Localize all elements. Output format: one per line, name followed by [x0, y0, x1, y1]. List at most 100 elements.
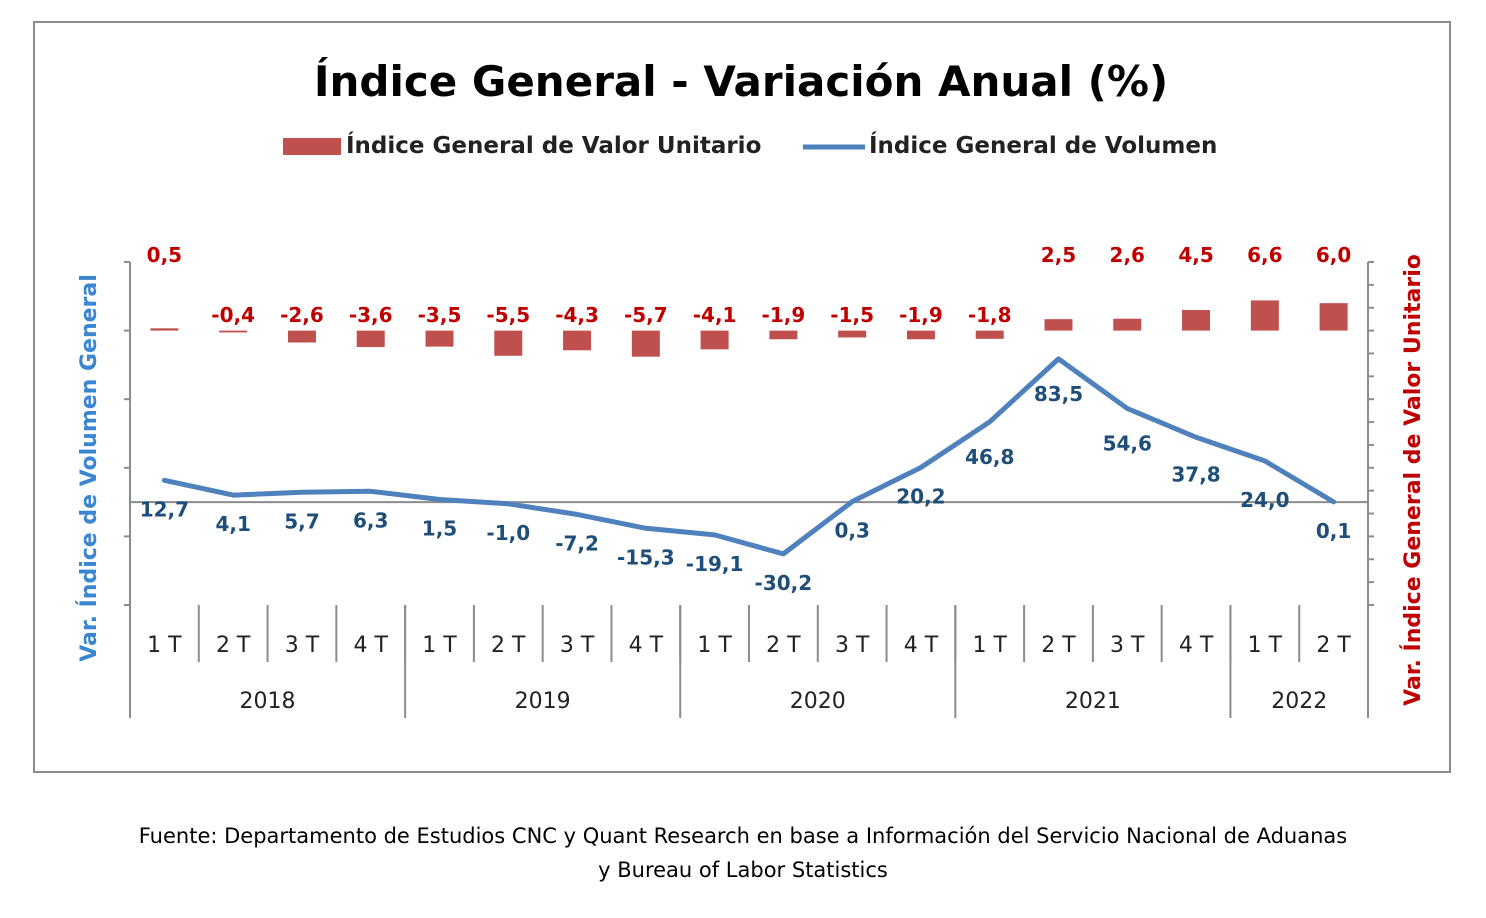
- line-point: [1332, 500, 1336, 504]
- bar-labels: 0,5-0,4 -2,6 -3,6 -3,5 -5,5 -4,3 -5,7 -4,1 -1,9-…: [147, 243, 1352, 327]
- legend: Índice General de Valor Unitario Índice …: [283, 131, 1217, 159]
- bar-data-label: -0,4: [211, 303, 255, 327]
- bar-data-label: 0,5: [147, 243, 182, 267]
- bar-data-label: 2,6: [1110, 243, 1145, 267]
- bar-data-label: 4,5: [1178, 243, 1213, 267]
- bar-valor-unitario: [1250, 300, 1279, 331]
- line-data-label: 0,1: [1316, 519, 1351, 543]
- line-point: [438, 498, 441, 502]
- bar-data-label: 2,5: [1041, 243, 1076, 267]
- line-point: [575, 512, 579, 516]
- bar-data-label: 6,0: [1316, 243, 1351, 267]
- legend-label-valor-unitario: Índice General de Valor Unitario: [346, 131, 761, 159]
- line-data-label: -19,1: [686, 552, 744, 576]
- line-volumen: [161, 356, 1337, 557]
- x-tick-label-quarter: 4 T: [1179, 633, 1214, 658]
- x-tick-label-year: 2018: [240, 689, 296, 714]
- line-data-label: -15,3: [617, 545, 675, 569]
- bar-valor-unitario: [631, 330, 660, 357]
- bars-valor-unitario: [150, 300, 1348, 357]
- line-data-label: 5,7: [284, 509, 319, 533]
- chart-title: Índice General - Variación Anual (%): [314, 56, 1168, 106]
- bar-data-label: -3,6: [349, 303, 393, 327]
- bar-valor-unitario: [494, 330, 523, 356]
- x-axis: 1 T 2 T 3 T 4 T 1 T 2 T 3 T 4 T 1 T 2 T 3 T 4 T 1 T 2…: [147, 605, 1351, 718]
- line-point: [1057, 357, 1060, 361]
- line-data-label: 46,8: [965, 445, 1014, 469]
- x-tick-label-quarter: 4 T: [354, 633, 389, 658]
- x-tick-label-year: 2022: [1271, 689, 1327, 714]
- chart-frame: [33, 21, 1451, 773]
- bar-valor-unitario: [906, 330, 935, 340]
- x-tick-label-quarter: 1 T: [147, 633, 182, 658]
- x-tick-label-quarter: 2 T: [766, 633, 801, 658]
- line-data-label: 83,5: [1034, 382, 1083, 406]
- line-data-label: 12,7: [140, 497, 189, 521]
- bar-valor-unitario: [1182, 310, 1211, 331]
- bar-data-label: -3,5: [418, 303, 462, 327]
- source-note-line-1: Fuente: Departamento de Estudios CNC y Q…: [138, 824, 1348, 848]
- bar-data-label: -1,9: [899, 303, 943, 327]
- line-data-label: 54,6: [1103, 431, 1152, 455]
- line-point: [1263, 459, 1267, 463]
- line-point: [162, 478, 166, 482]
- bar-data-label: -4,1: [693, 303, 737, 327]
- line-point: [919, 465, 923, 469]
- bar-data-label: -5,7: [624, 303, 668, 327]
- bar-data-label: -1,8: [968, 303, 1012, 327]
- x-tick-label-quarter: 4 T: [904, 633, 939, 658]
- y-axis-left-label: Var. Índice de Volumen General: [76, 274, 102, 662]
- legend-swatch-valor-unitario: [283, 138, 341, 155]
- x-tick-label-year: 2019: [515, 689, 571, 714]
- line-data-label: 0,3: [834, 519, 869, 543]
- x-tick-label-quarter: 3 T: [560, 633, 595, 658]
- x-tick-label-quarter: 4 T: [629, 633, 664, 658]
- x-tick-label-quarter: 3 T: [835, 633, 870, 658]
- line-point: [713, 533, 717, 537]
- line-point: [644, 526, 648, 530]
- line-data-label: -30,2: [755, 571, 813, 595]
- bar-valor-unitario: [219, 330, 248, 333]
- x-tick-label-quarter: 1 T: [973, 633, 1008, 658]
- line-series-volumen: [161, 356, 1337, 557]
- line-data-label: 37,8: [1171, 462, 1220, 486]
- bar-valor-unitario: [1113, 318, 1142, 331]
- line-data-label: 20,2: [896, 484, 945, 508]
- line-data-label: -7,2: [555, 531, 599, 555]
- bar-valor-unitario: [356, 330, 385, 348]
- x-tick-label-year: 2020: [790, 689, 846, 714]
- line-point: [850, 500, 854, 504]
- x-tick-label-quarter: 2 T: [491, 633, 526, 658]
- line-labels: 12,7 4,1 5,7 6,3 1,5 -1,0 -7,2 -15,3 -19,1 -30,2 0…: [140, 382, 1352, 595]
- bar-valor-unitario: [769, 330, 798, 340]
- line-point: [231, 493, 235, 497]
- x-tick-label-quarter: 2 T: [1316, 633, 1351, 658]
- line-data-label: 24,0: [1240, 488, 1289, 512]
- bar-data-label: 6,6: [1247, 243, 1282, 267]
- x-tick-label-quarter: 1 T: [697, 633, 732, 658]
- x-tick-label-quarter: 2 T: [216, 633, 251, 658]
- bar-valor-unitario: [563, 330, 592, 351]
- bar-data-label: -5,5: [486, 303, 530, 327]
- bar-valor-unitario: [287, 330, 316, 343]
- bar-valor-unitario: [1319, 303, 1348, 331]
- line-point: [988, 420, 992, 424]
- bar-data-label: -2,6: [280, 303, 324, 327]
- axes: [124, 261, 1374, 718]
- line-data-label: 6,3: [353, 508, 388, 532]
- bar-valor-unitario: [1044, 319, 1073, 331]
- bar-valor-unitario: [838, 330, 867, 338]
- legend-label-volumen: Índice General de Volumen: [869, 131, 1217, 159]
- bar-data-label: -4,3: [555, 303, 599, 327]
- x-tick-label-quarter: 2 T: [1041, 633, 1076, 658]
- bar-data-label: -1,5: [830, 303, 874, 327]
- x-tick-label-year: 2021: [1065, 689, 1121, 714]
- x-tick-label-quarter: 3 T: [285, 633, 320, 658]
- line-point: [369, 489, 373, 493]
- line-data-label: 4,1: [215, 512, 250, 536]
- line-point: [506, 502, 510, 506]
- y-axis-right-label: Var. Índice General de Valor Unitario: [1400, 254, 1426, 706]
- bar-valor-unitario: [700, 330, 729, 350]
- bar-data-label: -1,9: [762, 303, 806, 327]
